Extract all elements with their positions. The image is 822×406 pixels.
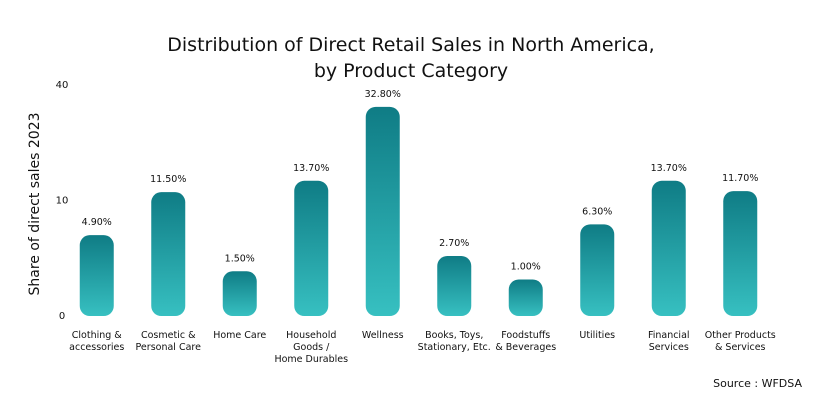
bar [508, 279, 543, 316]
bar [580, 224, 615, 316]
value-label: 1.50% [225, 253, 255, 264]
y-tick-label: 0 [59, 311, 65, 322]
bar [222, 271, 257, 316]
chart-title: Distribution of Direct Retail Sales in N… [167, 34, 655, 82]
x-tick-label: Other Products & Services [704, 330, 776, 353]
bar [365, 106, 400, 316]
value-label: 1.00% [511, 261, 541, 272]
x-tick-label: Utilities [579, 330, 616, 341]
x-tick-label: Cosmetic & Personal Care [135, 330, 201, 353]
x-tick-label: Wellness [361, 330, 404, 341]
value-label: 13.70% [293, 163, 329, 174]
x-tick-label: Household Goods / Home Durables [274, 330, 349, 365]
value-label: 2.70% [439, 238, 469, 249]
bar [294, 180, 329, 316]
value-label: 13.70% [651, 163, 687, 174]
value-label: 11.70% [722, 173, 758, 184]
x-tick-label: Clothing & accessories [69, 330, 125, 353]
bar [151, 192, 186, 316]
y-tick-label: 10 [56, 196, 69, 207]
value-label: 6.30% [582, 206, 612, 217]
bar [437, 255, 472, 316]
source: Source : WFDSA [713, 377, 802, 390]
x-tick-label: Books, Toys, Stationary, Etc. [417, 330, 491, 353]
x-tick-label: Home Care [213, 330, 267, 341]
value-label: 4.90% [82, 217, 112, 228]
y-tick-label: 40 [56, 80, 69, 91]
x-tick-label: Financial Services [647, 330, 690, 353]
y-axis-label: Share of direct sales 2023 [27, 112, 43, 295]
value-label: 11.50% [150, 174, 186, 185]
bar [723, 191, 758, 316]
x-tick-label: Foodstuffs & Beverages [495, 330, 557, 353]
bar [651, 180, 686, 316]
bar [79, 235, 114, 316]
value-label: 32.80% [365, 89, 401, 100]
